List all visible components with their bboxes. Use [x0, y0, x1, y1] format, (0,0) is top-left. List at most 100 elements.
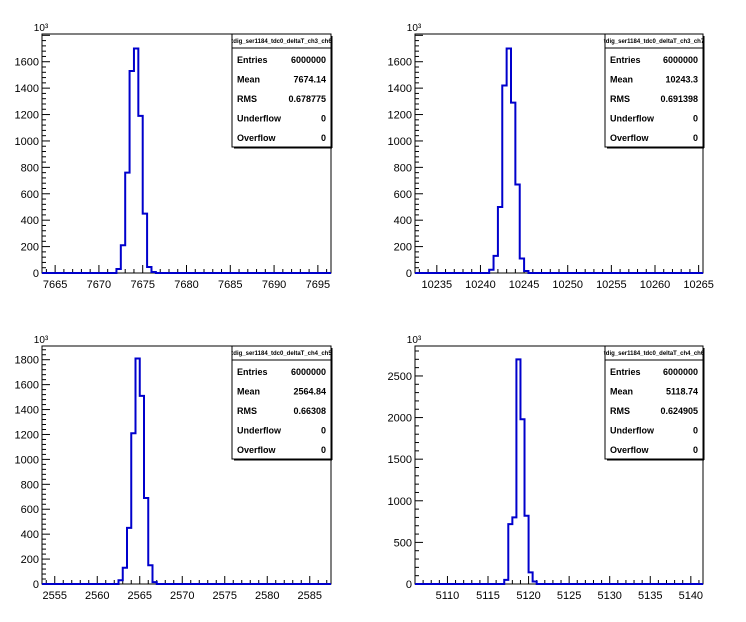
stats-value: 0.691398	[660, 94, 698, 104]
x-tick-label: 10245	[509, 279, 540, 291]
stats-label: Overflow	[237, 445, 277, 455]
x-tick-label: 7695	[306, 279, 330, 291]
stats-value: 10243.3	[665, 75, 698, 85]
x-tick-label: 2565	[128, 590, 152, 602]
x-tick-label: 5135	[638, 590, 662, 602]
stats-label: Entries	[237, 367, 268, 377]
stats-label: Underflow	[610, 114, 655, 124]
y-tick-label: 600	[21, 189, 39, 201]
x-tick-label: 5140	[679, 590, 703, 602]
x-tick-label: 5130	[597, 590, 621, 602]
y-tick-label: 1200	[15, 110, 39, 122]
stats-label: Entries	[237, 55, 268, 65]
y-tick-label: 2500	[388, 371, 412, 383]
stats-box-title: tdig_ser1184_tdc0_deltaT_ch3_ch6	[231, 39, 332, 45]
histogram-line	[42, 357, 331, 585]
histogram-panel-2: 10235 10240 10245 10250 10255 10260 10265 0 200 4…	[388, 23, 714, 291]
y-tick-label: 1000	[388, 136, 412, 148]
y-tick-label: 400	[21, 215, 39, 227]
x-tick-label: 7675	[130, 279, 154, 291]
y-tick-label: 200	[21, 242, 39, 254]
histogram-panel-4: 5110 5115 5120 5125 5130 5135 5140 0 500 1000 1500…	[388, 335, 705, 602]
x-tick-label: 2585	[298, 590, 322, 602]
x-tick-label: 7680	[174, 279, 198, 291]
stats-label: RMS	[610, 94, 630, 104]
stats-value: 0	[693, 133, 698, 143]
stats-box: tdig_ser1184_tdc0_deltaT_ch4_ch6 Entries 6…	[604, 345, 705, 461]
y-tick-label: 0	[406, 268, 412, 280]
x-tick-label: 2570	[170, 590, 194, 602]
stats-value: 5118.74	[666, 387, 698, 397]
stats-box: tdig_ser1184_tdc0_deltaT_ch3_ch7 Entries 6…	[604, 33, 705, 149]
stats-label: Overflow	[610, 445, 650, 455]
stats-box-frame	[604, 345, 704, 460]
x-tick-label: 10255	[596, 279, 627, 291]
y-tick-label: 600	[394, 189, 412, 201]
y-tick-label: 800	[394, 162, 412, 174]
x-tick-label: 10265	[683, 279, 714, 291]
y-tick-label: 1500	[388, 454, 412, 466]
stats-box-title: tdig_ser1184_tdc0_deltaT_ch3_ch7	[604, 39, 705, 45]
stats-label: RMS	[237, 406, 257, 416]
y-tick-label: 200	[394, 242, 412, 254]
x-tick-label: 7670	[87, 279, 111, 291]
y-tick-label: 2000	[388, 413, 412, 425]
stats-label: RMS	[237, 94, 257, 104]
x-tick-label: 5115	[476, 590, 500, 602]
stats-value: 6000000	[663, 367, 698, 377]
stats-label: RMS	[610, 406, 630, 416]
stats-value: 0.678775	[288, 94, 326, 104]
stats-value: 0	[321, 133, 326, 143]
stats-label: Mean	[237, 75, 260, 85]
x-tick-label: 10240	[465, 279, 496, 291]
stats-label: Underflow	[610, 426, 655, 436]
stats-box: tdig_ser1184_tdc0_deltaT_ch3_ch6 Entries 6…	[231, 33, 333, 149]
stats-label: Entries	[610, 55, 641, 65]
y-tick-label: 1600	[15, 380, 39, 392]
stats-label: Entries	[610, 367, 641, 377]
y-tick-label: 1600	[388, 57, 412, 69]
y-tick-label: 400	[394, 215, 412, 227]
y-tick-label: 600	[21, 504, 39, 516]
stats-value: 0.66308	[293, 406, 326, 416]
histogram-bin	[512, 517, 516, 584]
x-tick-label: 10235	[422, 279, 453, 291]
y-tick-label: 1000	[15, 136, 39, 148]
stats-box-title: tdig_ser1184_tdc0_deltaT_ch4_ch5	[231, 351, 332, 357]
x-tick-label: 7690	[262, 279, 286, 291]
stats-box-title: tdig_ser1184_tdc0_deltaT_ch4_ch6	[604, 351, 705, 357]
stats-value: 0	[321, 445, 326, 455]
histogram-line	[415, 358, 703, 585]
y-tick-label: 1200	[15, 429, 39, 441]
y-tick-label: 1400	[388, 83, 412, 95]
histogram-panel-3: 2555 2560 2565 2570 2575 2580 2585 0 200 400 600 80…	[15, 335, 333, 602]
y-exponent-label: 10³	[34, 335, 49, 346]
y-tick-label: 0	[33, 579, 39, 591]
stats-label: Overflow	[610, 133, 650, 143]
stats-label: Mean	[237, 387, 260, 397]
x-tick-label: 2580	[255, 590, 279, 602]
stats-value: 0	[321, 426, 326, 436]
y-tick-label: 1800	[15, 355, 39, 367]
stats-value: 0	[321, 114, 326, 124]
stats-label: Underflow	[237, 114, 282, 124]
x-tick-label: 2555	[43, 590, 67, 602]
y-tick-label: 1000	[15, 454, 39, 466]
y-tick-label: 0	[33, 268, 39, 280]
y-tick-label: 200	[21, 554, 39, 566]
x-tick-label: 2560	[85, 590, 109, 602]
y-tick-label: 1400	[15, 405, 39, 417]
stats-value: 2564.84	[293, 387, 326, 397]
stats-value: 0	[693, 445, 698, 455]
y-tick-label: 500	[394, 537, 412, 549]
stats-label: Mean	[610, 75, 633, 85]
stats-label: Mean	[610, 387, 633, 397]
histogram-line	[415, 47, 703, 274]
y-tick-label: 400	[21, 529, 39, 541]
y-tick-label: 1000	[388, 496, 412, 508]
stats-value: 0	[693, 426, 698, 436]
y-exponent-label: 10³	[407, 335, 422, 346]
x-tick-label: 7665	[43, 279, 67, 291]
histogram-line	[42, 47, 331, 274]
y-exponent-label: 10³	[34, 23, 49, 34]
